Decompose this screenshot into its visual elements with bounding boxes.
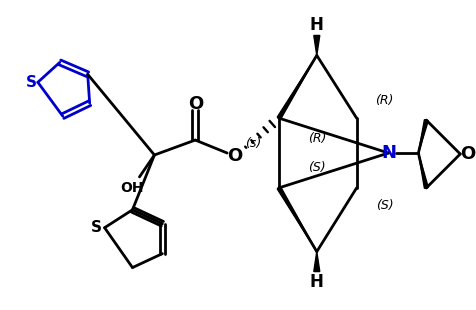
Text: H: H [310,16,324,34]
Text: OH: OH [121,181,144,195]
Text: O: O [461,145,476,163]
Text: (R): (R) [307,131,326,144]
Text: (S): (S) [308,162,326,175]
Text: (R): (R) [376,94,394,107]
Polygon shape [314,35,320,55]
Text: O: O [188,95,203,113]
Text: H: H [310,272,324,290]
Polygon shape [314,252,320,272]
Polygon shape [277,55,317,119]
Text: N: N [381,144,396,162]
Text: (s): (s) [245,136,261,149]
Polygon shape [277,187,317,252]
Text: S: S [91,220,102,235]
Text: O: O [228,147,243,165]
Polygon shape [418,120,428,153]
Text: S: S [25,75,36,90]
Polygon shape [418,153,428,188]
Text: (S): (S) [376,199,393,212]
